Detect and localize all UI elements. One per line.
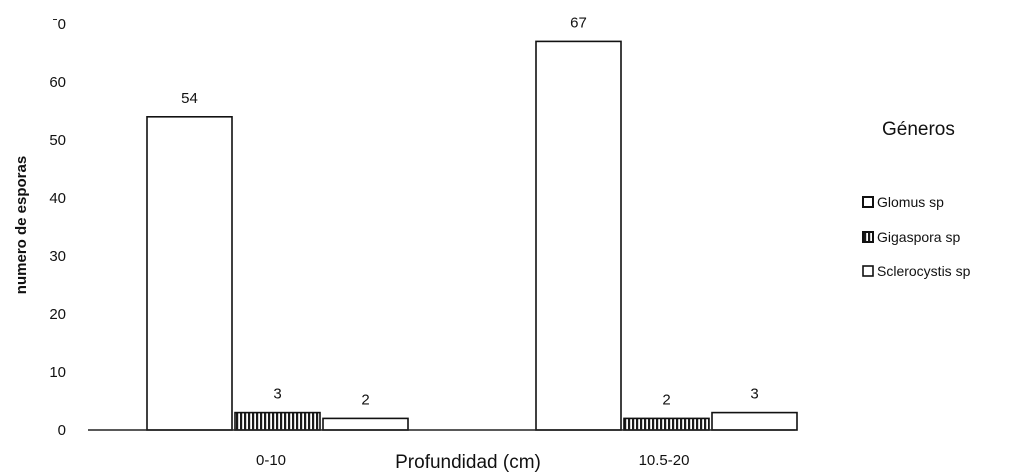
legend-label-glomus: Glomus sp bbox=[877, 194, 944, 210]
data-labels: 54 3 2 67 2 3 bbox=[181, 14, 759, 408]
y-tick-1: 10 bbox=[49, 364, 66, 381]
y-axis-ticks: 0 10 20 30 40 50 60 ˉ0 bbox=[49, 16, 66, 439]
legend-swatch-sclerocystis bbox=[862, 265, 874, 277]
data-label-sclerocystis-0-10: 2 bbox=[361, 391, 369, 408]
legend: Géneros Glomus sp Gigaspora sp Sclerocys… bbox=[862, 119, 971, 279]
x-tick-10.5-20: 10.5-20 bbox=[639, 452, 690, 469]
bar-gigaspora-10.5-20 bbox=[623, 417, 710, 431]
y-tick-5: 50 bbox=[49, 132, 66, 149]
x-tick-0-10: 0-10 bbox=[256, 452, 286, 469]
bars bbox=[146, 40, 798, 431]
bar-sclerocystis-0-10 bbox=[322, 417, 409, 431]
bar-glomus-0-10 bbox=[146, 116, 233, 431]
legend-title: Géneros bbox=[882, 119, 955, 140]
y-axis-title: numero de esporas bbox=[13, 156, 30, 294]
y-tick-3: 30 bbox=[49, 248, 66, 265]
y-tick-6: 60 bbox=[49, 74, 66, 91]
data-label-glomus-10.5-20: 67 bbox=[570, 14, 587, 31]
legend-label-sclerocystis: Sclerocystis sp bbox=[877, 263, 971, 279]
legend-swatch-gigaspora bbox=[862, 231, 874, 243]
y-tick-7: ˉ0 bbox=[53, 16, 66, 33]
data-label-glomus-0-10: 54 bbox=[181, 90, 198, 107]
bar-gigaspora-0-10 bbox=[234, 411, 321, 431]
y-tick-2: 20 bbox=[49, 306, 66, 323]
bar-sclerocystis-10.5-20 bbox=[711, 411, 798, 431]
bar-glomus-10.5-20 bbox=[535, 40, 622, 431]
y-tick-0: 0 bbox=[58, 422, 66, 439]
data-label-sclerocystis-10.5-20: 3 bbox=[750, 386, 758, 403]
legend-swatch-glomus bbox=[862, 196, 874, 208]
data-label-gigaspora-10.5-20: 2 bbox=[662, 391, 670, 408]
legend-label-gigaspora: Gigaspora sp bbox=[877, 229, 960, 245]
data-label-gigaspora-0-10: 3 bbox=[273, 386, 281, 403]
y-tick-4: 40 bbox=[49, 190, 66, 207]
x-axis-title: Profundidad (cm) bbox=[395, 452, 541, 473]
